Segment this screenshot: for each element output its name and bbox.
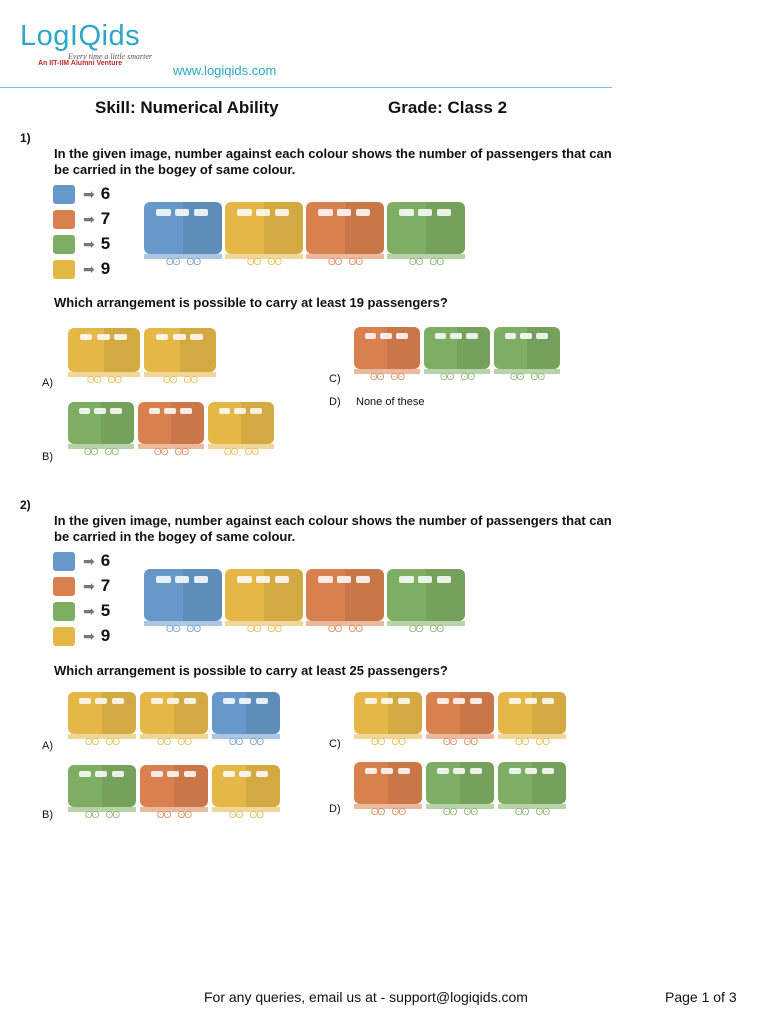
- legend-row-green: ➡ 5: [53, 233, 110, 255]
- arrow-right-icon: ➡: [83, 552, 95, 569]
- q2-option-a-cars[interactable]: ʘʘ ʘʘ ʘʘ ʘʘ ʘʘ ʘʘ: [68, 692, 283, 748]
- green-bogey: ʘʘ ʘʘ: [498, 762, 566, 818]
- yellow-swatch: [53, 626, 75, 646]
- green-swatch: [53, 234, 75, 254]
- tagline: Every time a little smarter: [68, 52, 152, 61]
- q1-intro: In the given image, number against each …: [54, 146, 612, 177]
- footer-contact: For any queries, email us at - support@l…: [204, 989, 528, 1005]
- blue-swatch: [53, 184, 75, 204]
- q1-option-c-label[interactable]: C): [329, 373, 341, 385]
- blue-bogey: ʘʘ ʘʘ: [144, 569, 222, 635]
- arrow-right-icon: ➡: [83, 577, 95, 594]
- arrow-right-icon: ➡: [83, 260, 95, 277]
- yellow-swatch: [53, 259, 75, 279]
- legend-value: 5: [100, 601, 111, 620]
- yellow-bogey: ʘʘ ʘʘ: [140, 692, 208, 748]
- logo: LogIQids: [20, 20, 141, 52]
- green-bogey: ʘʘ ʘʘ: [387, 202, 465, 268]
- yellow-bogey: ʘʘ ʘʘ: [225, 569, 303, 635]
- q1-option-d-text[interactable]: None of these: [356, 396, 425, 408]
- orange-bogey: ʘʘ ʘʘ: [426, 692, 494, 748]
- q2-option-b-cars[interactable]: ʘʘ ʘʘ ʘʘ ʘʘ ʘʘ ʘʘ: [68, 765, 283, 821]
- orange-swatch: [53, 209, 75, 229]
- green-bogey: ʘʘ ʘʘ: [494, 327, 560, 383]
- legend-value: 6: [100, 551, 111, 570]
- yellow-bogey: ʘʘ ʘʘ: [68, 692, 136, 748]
- green-bogey: ʘʘ ʘʘ: [68, 765, 136, 821]
- green-bogey: ʘʘ ʘʘ: [426, 762, 494, 818]
- legend-value: 9: [100, 259, 111, 278]
- yellow-bogey: ʘʘ ʘʘ: [212, 765, 280, 821]
- skill-title: Skill: Numerical Ability: [95, 98, 279, 117]
- q2-option-b-label[interactable]: B): [42, 809, 53, 821]
- blue-bogey: ʘʘ ʘʘ: [144, 202, 222, 268]
- arrow-right-icon: ➡: [83, 235, 95, 252]
- green-bogey: ʘʘ ʘʘ: [424, 327, 490, 383]
- legend-row-green: ➡ 5: [53, 600, 110, 622]
- legend-value: 5: [100, 234, 111, 253]
- header-rule: [0, 87, 612, 88]
- orange-bogey: ʘʘ ʘʘ: [306, 569, 384, 635]
- orange-swatch: [53, 576, 75, 596]
- q2-question: Which arrangement is possible to carry a…: [54, 663, 448, 678]
- green-bogey: ʘʘ ʘʘ: [387, 569, 465, 635]
- orange-bogey: ʘʘ ʘʘ: [140, 765, 208, 821]
- yellow-bogey: ʘʘ ʘʘ: [68, 328, 140, 386]
- q2-intro: In the given image, number against each …: [54, 513, 612, 544]
- arrow-right-icon: ➡: [83, 602, 95, 619]
- legend-value: 9: [100, 626, 111, 645]
- q2-option-d-cars[interactable]: ʘʘ ʘʘ ʘʘ ʘʘ ʘʘ ʘʘ: [354, 762, 569, 818]
- q1-option-c-cars[interactable]: ʘʘ ʘʘ ʘʘ ʘʘ ʘʘ ʘʘ: [354, 327, 569, 383]
- orange-bogey: ʘʘ ʘʘ: [354, 327, 420, 383]
- legend-row-blue: ➡ 6: [53, 183, 110, 205]
- yellow-bogey: ʘʘ ʘʘ: [225, 202, 303, 268]
- blue-swatch: [53, 551, 75, 571]
- website-link[interactable]: www.logiqids.com: [173, 63, 277, 78]
- arrow-right-icon: ➡: [83, 185, 95, 202]
- q2-number: 2): [20, 498, 31, 512]
- q2-option-c-label[interactable]: C): [329, 738, 341, 750]
- yellow-bogey: ʘʘ ʘʘ: [144, 328, 216, 386]
- arrow-right-icon: ➡: [83, 627, 95, 644]
- q1-option-a-cars[interactable]: ʘʘ ʘʘ ʘʘ ʘʘ: [68, 328, 228, 386]
- grade-title: Grade: Class 2: [388, 98, 508, 117]
- yellow-bogey: ʘʘ ʘʘ: [354, 692, 422, 748]
- legend-value: 7: [100, 576, 111, 595]
- yellow-bogey: ʘʘ ʘʘ: [208, 402, 274, 458]
- green-bogey: ʘʘ ʘʘ: [68, 402, 134, 458]
- q1-option-a-label[interactable]: A): [42, 377, 53, 389]
- legend-row-yellow: ➡ 9: [53, 258, 110, 280]
- q1-option-d-label[interactable]: D): [329, 396, 341, 408]
- orange-bogey: ʘʘ ʘʘ: [138, 402, 204, 458]
- q1-option-b-cars[interactable]: ʘʘ ʘʘ ʘʘ ʘʘ ʘʘ ʘʘ: [68, 402, 283, 458]
- q1-train: ʘʘ ʘʘ ʘʘ ʘʘ ʘʘ ʘʘ ʘʘ ʘʘ: [144, 202, 474, 268]
- q1-question: Which arrangement is possible to carry a…: [54, 295, 448, 310]
- orange-bogey: ʘʘ ʘʘ: [354, 762, 422, 818]
- q1-number: 1): [20, 131, 31, 145]
- legend-row-yellow: ➡ 9: [53, 625, 110, 647]
- yellow-bogey: ʘʘ ʘʘ: [498, 692, 566, 748]
- q2-option-c-cars[interactable]: ʘʘ ʘʘ ʘʘ ʘʘ ʘʘ ʘʘ: [354, 692, 569, 748]
- q2-train: ʘʘ ʘʘ ʘʘ ʘʘ ʘʘ ʘʘ ʘʘ ʘʘ: [144, 569, 474, 635]
- legend-row-blue: ➡ 6: [53, 550, 110, 572]
- legend-row-orange: ➡ 7: [53, 208, 110, 230]
- green-swatch: [53, 601, 75, 621]
- arrow-right-icon: ➡: [83, 210, 95, 227]
- orange-bogey: ʘʘ ʘʘ: [306, 202, 384, 268]
- blue-bogey: ʘʘ ʘʘ: [212, 692, 280, 748]
- q1-option-b-label[interactable]: B): [42, 451, 53, 463]
- q2-legend: ➡ 6 ➡ 7 ➡ 5 ➡ 9: [53, 550, 143, 650]
- venture-label: An IIT-IIM Alumni Venture: [38, 60, 123, 67]
- page-number: Page 1 of 3: [665, 989, 737, 1005]
- q2-option-a-label[interactable]: A): [42, 740, 53, 752]
- legend-value: 7: [100, 209, 111, 228]
- legend-value: 6: [100, 184, 111, 203]
- q1-legend: ➡ 6 ➡ 7 ➡ 5 ➡ 9: [53, 183, 143, 283]
- q2-option-d-label[interactable]: D): [329, 803, 341, 815]
- legend-row-orange: ➡ 7: [53, 575, 110, 597]
